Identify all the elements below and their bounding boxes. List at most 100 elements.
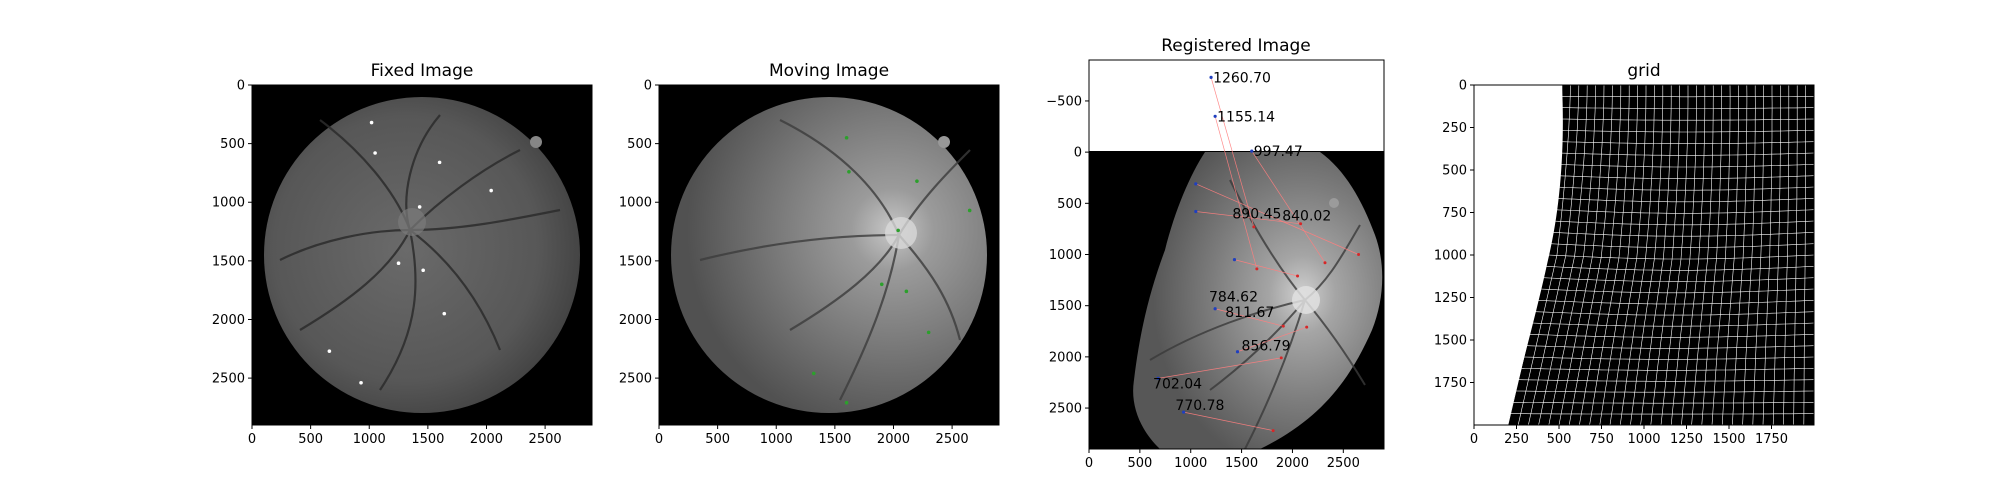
landmark-point [327, 349, 332, 353]
distance-label: 702.04 [1153, 376, 1202, 392]
x-ticks: 0 500 1000 1500 2000 2500 [1085, 449, 1360, 471]
x-tick-label: 1250 [1670, 432, 1703, 447]
y-tick-label: 2000 [1049, 350, 1082, 365]
y-tick-label: 0 [1459, 79, 1467, 94]
moving-point [1252, 225, 1256, 229]
grid-line-horizontal [1542, 277, 1814, 282]
y-tick-label: 1500 [619, 254, 652, 269]
grid-line-horizontal [1555, 186, 1814, 191]
y-ticks: 0 500 1000 1500 2000 2500 [619, 79, 659, 387]
y-tick-label: 500 [220, 137, 245, 152]
y-tick-label: 500 [1057, 197, 1082, 212]
fixed-point [1232, 258, 1237, 262]
x-ticks: 0 250 500 750 1000 1250 1500 1750 [1470, 425, 1788, 447]
x-tick-label: 2500 [936, 432, 969, 447]
optic-disc [1292, 286, 1320, 314]
correspondence-line [1251, 150, 1326, 263]
y-tick-label: 2500 [1049, 402, 1082, 417]
fixed-point [1213, 307, 1217, 311]
x-tick-label: 250 [1504, 432, 1529, 447]
x-tick-label: 2000 [877, 432, 910, 447]
y-tick-label: 500 [627, 137, 652, 152]
fixed-point [1235, 350, 1240, 354]
fixed-point [1156, 376, 1160, 380]
y-tick-label: 1500 [212, 254, 245, 269]
y-tick-label: 0 [1074, 146, 1082, 161]
fixed-point [1209, 75, 1213, 80]
correspondence-line [1214, 116, 1258, 269]
correspondence-line [1210, 77, 1255, 227]
fixed-point [1250, 149, 1254, 153]
grid-line-horizontal [1561, 96, 1814, 98]
vessel-lines [279, 114, 561, 391]
grid-line-horizontal [1531, 322, 1814, 327]
fixed-point [1194, 182, 1198, 186]
moving-point [1296, 274, 1300, 278]
y-tick-label: 1250 [1434, 291, 1467, 306]
landmark-point [489, 188, 493, 193]
correspondence-line [1158, 357, 1282, 379]
landmark-point [844, 135, 849, 140]
moving-point [1279, 356, 1283, 360]
axes-frame [658, 84, 1000, 426]
panel-moving-image: Moving Image 0 500 1000 1500 2000 2500 0 500 10… [619, 61, 1000, 447]
moving-point [1255, 267, 1259, 271]
distance-label: 1155.14 [1217, 109, 1275, 125]
grid-line-horizontal [1526, 345, 1814, 349]
landmark-point [421, 268, 425, 273]
fundus-image [264, 97, 580, 413]
landmark-point [396, 261, 401, 266]
x-tick-label: 0 [248, 432, 256, 447]
panel-title: grid [1627, 61, 1660, 81]
moving-point [1357, 253, 1361, 256]
x-tick-label: 0 [1470, 432, 1478, 447]
grid-line-horizontal [1550, 232, 1814, 237]
grid-line-horizontal [1560, 130, 1814, 133]
panel-title: Registered Image [1161, 36, 1311, 56]
fixed-point [1213, 114, 1217, 118]
x-ticks: 0 500 1000 1500 2000 2500 [655, 425, 969, 447]
distance-label: 1260.70 [1213, 70, 1271, 86]
landmark-point [967, 208, 972, 213]
x-tick-label: 500 [1127, 456, 1152, 471]
correspondence-line [1234, 259, 1298, 277]
moving-point [1299, 222, 1303, 226]
grid-line-horizontal [1539, 288, 1814, 294]
grid-line-horizontal [1537, 300, 1814, 305]
x-ticks: 0 500 1000 1500 2000 2500 [248, 425, 562, 447]
correspondence-lines [1158, 77, 1359, 431]
y-tick-label: 2500 [619, 372, 652, 387]
x-tick-label: 2500 [1327, 456, 1360, 471]
panel-fixed-image: Fixed Image 0 500 1000 1500 2000 2500 0 500 100… [212, 61, 593, 447]
bright-spot [530, 136, 542, 148]
x-tick-label: 500 [298, 432, 323, 447]
x-tick-label: 1500 [1712, 432, 1745, 447]
fixed-point [1182, 410, 1186, 414]
grid-line-horizontal [1534, 311, 1814, 316]
distance-label: 770.78 [1175, 398, 1224, 414]
moving-point [1271, 429, 1275, 433]
grid-line-horizontal [1561, 107, 1814, 109]
moving-point [1305, 325, 1309, 329]
fixed-points [1156, 75, 1254, 414]
optic-disc [885, 217, 917, 249]
y-tick-label: 1000 [619, 196, 652, 211]
y-tick-label: 2000 [619, 313, 652, 328]
x-tick-label: 2000 [470, 432, 503, 447]
x-tick-label: 2500 [529, 432, 562, 447]
distance-labels: 1260.70 1155.14 997.47 890.45 840.02 784.6281… [1153, 70, 1331, 414]
moving-points [1252, 222, 1361, 433]
y-tick-label: 0 [237, 79, 245, 94]
landmark-point [896, 228, 900, 233]
landmark-point [904, 289, 909, 294]
grid-line-horizontal [1559, 141, 1814, 144]
grid-line-horizontal [1515, 390, 1814, 393]
correspondence-line [1237, 326, 1307, 353]
landmark-point [442, 311, 447, 316]
distance-label: 856.79 [1242, 339, 1291, 355]
grid-line-horizontal [1518, 379, 1814, 382]
x-tick-label: 750 [1589, 432, 1614, 447]
correspondence-line [1195, 183, 1359, 255]
landmark-point [844, 400, 849, 405]
x-tick-label: 1750 [1755, 432, 1788, 447]
